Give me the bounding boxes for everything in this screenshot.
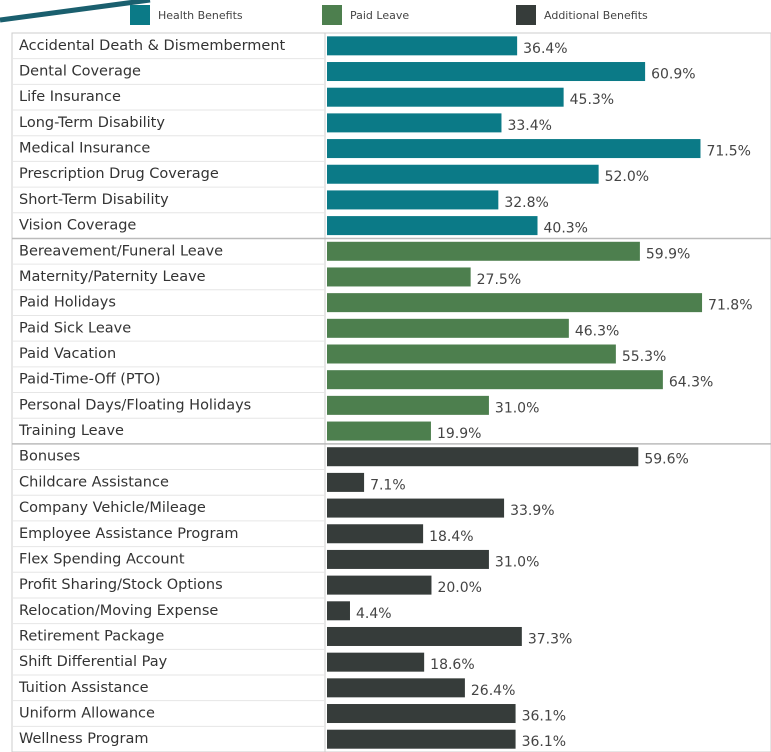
value-label: 33.9% [510,503,554,519]
category-label: Tuition Assistance [18,680,149,696]
bar [327,190,499,210]
value-label: 36.4% [523,41,567,57]
bar [327,601,350,621]
category-label: Paid Sick Leave [19,320,131,336]
value-label: 18.4% [429,529,473,545]
value-label: 33.4% [507,118,551,134]
category-label: Profit Sharing/Stock Options [19,577,223,593]
value-label: 71.8% [708,298,752,314]
category-label: Bonuses [19,449,80,465]
category-label: Shift Differential Pay [19,654,168,670]
value-label: 71.5% [706,144,750,160]
category-label: Wellness Program [19,731,148,747]
value-label: 36.1% [522,734,566,750]
category-label: Relocation/Moving Expense [19,603,218,619]
value-label: 52.0% [605,169,649,185]
bar [327,652,425,672]
bar [327,524,424,544]
legend-swatch [130,5,150,25]
category-label: Employee Assistance Program [19,526,238,542]
value-label: 64.3% [669,375,713,391]
bar [327,626,522,646]
bar [327,421,431,441]
bar [327,164,599,184]
category-label: Maternity/Paternity Leave [19,269,206,285]
value-label: 20.0% [437,580,481,596]
bar [327,678,465,698]
bar [327,293,703,313]
category-label: Short-Term Disability [19,192,169,208]
bar [327,318,569,338]
legend-label: Health Benefits [158,9,243,22]
bar [327,395,489,415]
category-label: Flex Spending Account [19,551,185,567]
category-label: Paid Holidays [19,295,116,311]
category-label: Life Insurance [19,89,121,105]
value-label: 36.1% [522,709,566,725]
bar [327,704,516,724]
legend-label: Paid Leave [350,9,409,22]
value-label: 46.3% [575,323,619,339]
category-label: Bereavement/Funeral Leave [19,243,223,259]
value-label: 37.3% [528,631,572,647]
value-label: 31.0% [495,400,539,416]
value-label: 26.4% [471,683,515,699]
category-label: Retirement Package [19,628,164,644]
bar [327,62,646,82]
bar [327,549,489,569]
value-label: 19.9% [437,426,481,442]
legend-swatch [322,5,342,25]
value-label: 27.5% [477,272,521,288]
category-label: Dental Coverage [19,64,141,80]
category-label: Paid-Time-Off (PTO) [19,372,161,388]
category-label: Vision Coverage [19,218,136,234]
bar [327,575,432,595]
legend-swatch [516,5,536,25]
category-label: Company Vehicle/Mileage [19,500,206,516]
value-label: 59.9% [646,246,690,262]
bar [327,729,516,749]
category-label: Long-Term Disability [19,115,165,131]
value-label: 40.3% [544,221,588,237]
category-label: Uniform Allowance [19,706,155,722]
category-label: Paid Vacation [19,346,116,362]
legend-label: Additional Benefits [544,9,648,22]
value-label: 4.4% [356,606,392,622]
value-label: 32.8% [504,195,548,211]
bar [327,498,505,518]
value-label: 60.9% [651,67,695,83]
value-label: 45.3% [570,92,614,108]
bar [327,447,639,467]
bar [327,87,564,107]
category-label: Medical Insurance [19,141,150,157]
bar [327,36,518,56]
decoration [0,0,151,23]
value-label: 59.6% [644,452,688,468]
value-label: 55.3% [622,349,666,365]
category-label: Training Leave [18,423,124,439]
category-label: Prescription Drug Coverage [19,166,219,182]
value-label: 18.6% [430,657,474,673]
bar [327,472,365,492]
category-label: Accidental Death & Dismemberment [19,38,286,54]
category-label: Childcare Assistance [19,474,169,490]
bar [327,216,538,236]
value-label: 7.1% [370,477,406,493]
bar [327,344,616,364]
bar [327,139,701,159]
bar [327,241,640,261]
value-label: 31.0% [495,554,539,570]
bar [327,113,502,133]
bar [327,370,663,390]
bar [327,267,471,287]
category-label: Personal Days/Floating Holidays [19,397,251,413]
